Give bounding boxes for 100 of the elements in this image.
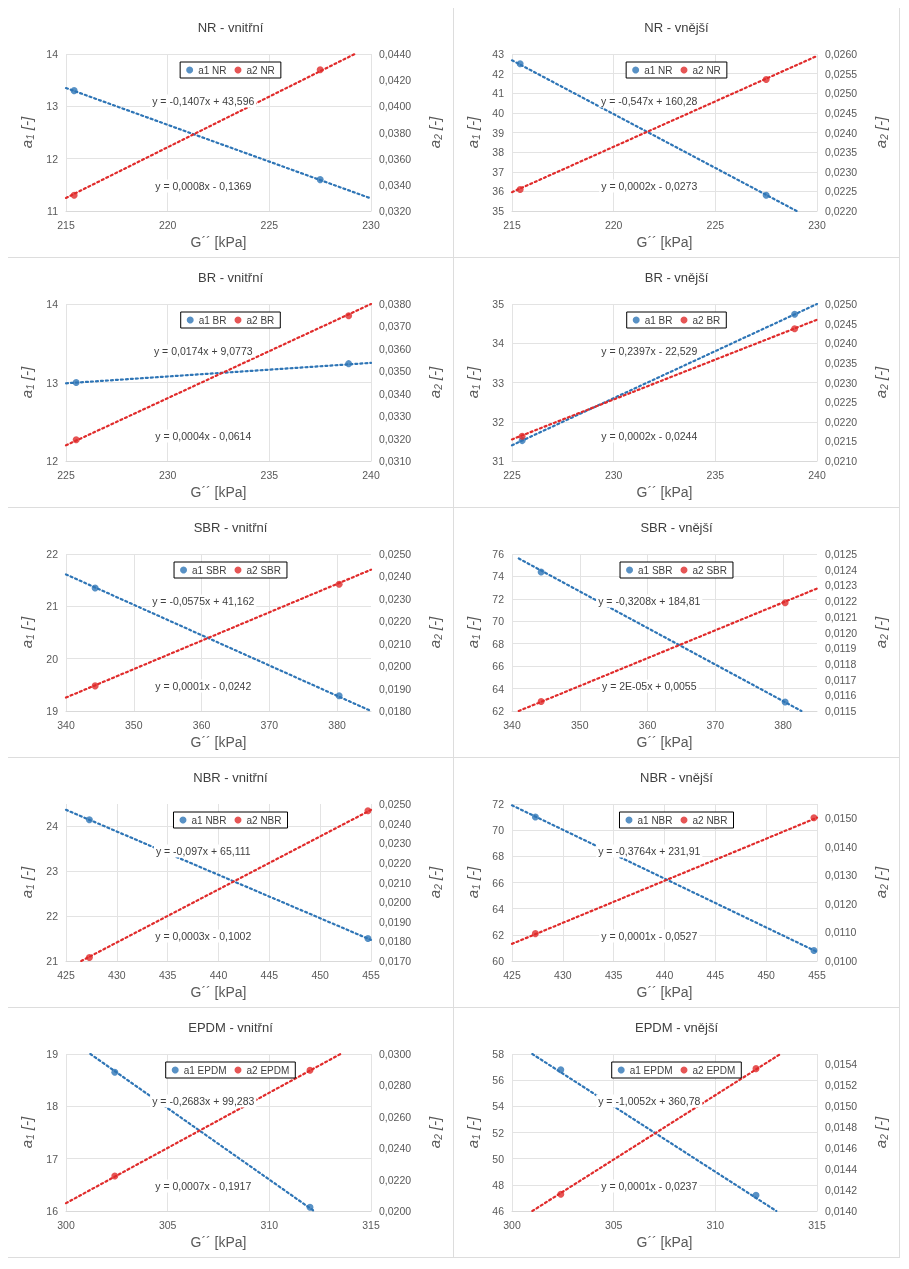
y-tick-label: 43 [492, 48, 505, 60]
y-axis-title: a1 [-] [463, 1115, 482, 1149]
y2-tick-label: 0,0144 [825, 1163, 858, 1176]
chart-title: EPDM - vnější [634, 1020, 719, 1035]
y-tick-label: 72 [492, 798, 505, 810]
legend-label: a2 NR [246, 64, 275, 76]
y2-tick-label: 0,0280 [379, 1079, 412, 1092]
annotation: y = -0,3208x + 184,81 [598, 595, 701, 608]
y2-tick-label: 0,0240 [379, 570, 412, 583]
y2-tick-label: 0,0210 [825, 455, 858, 467]
chart-title: EPDM - vnitřní [188, 1020, 274, 1035]
x-axis-title: G´´ [kPa] [190, 234, 247, 250]
y-tick-label: 11 [47, 205, 59, 217]
x-axis-title: G´´ [kPa] [190, 1234, 247, 1250]
y2-tick-label: 0,0235 [825, 146, 858, 159]
x-tick-label: 450 [311, 968, 330, 981]
y2-tick-label: 0,0380 [379, 126, 412, 139]
y2-tick-label: 0,0220 [379, 856, 412, 869]
x-axis-title: G´´ [kPa] [636, 734, 693, 750]
x-tick-label: 350 [125, 718, 143, 731]
y-tick-label: 19 [46, 1048, 59, 1060]
y-tick-label: 46 [492, 1205, 505, 1217]
y2-tick-label: 0,0150 [825, 812, 858, 825]
y2-tick-label: 0,0330 [379, 410, 412, 423]
y-tick-label: 62 [492, 705, 505, 717]
y2-tick-label: 0,0210 [379, 876, 412, 889]
x-tick-label: 235 [706, 468, 725, 481]
y-tick-label: 34 [492, 337, 505, 350]
y-tick-label: 16 [46, 1205, 59, 1217]
y-tick-label: 39 [492, 126, 505, 139]
y2-tick-label: 0,0120 [825, 626, 858, 639]
x-tick-label: 310 [260, 1218, 279, 1231]
y2-axis-title: a2 [-] [871, 365, 890, 399]
y-tick-label: 21 [46, 955, 59, 967]
annotation: y = 0,0001x - 0,0527 [601, 929, 698, 942]
y2-tick-label: 0,0120 [825, 897, 858, 910]
y2-tick-label: 0,0225 [825, 185, 858, 198]
y2-tick-label: 0,0190 [379, 915, 412, 928]
x-axis-title: G´´ [kPa] [190, 734, 247, 750]
y-tick-label: 19 [46, 705, 59, 717]
y2-tick-label: 0,0124 [825, 563, 858, 576]
y-tick-label: 23 [46, 865, 59, 878]
y-tick-label: 68 [492, 850, 505, 863]
y-tick-label: 31 [492, 455, 505, 467]
y-axis-title: a1 [-] [463, 615, 482, 649]
y-tick-label: 38 [492, 146, 505, 159]
x-tick-label: 240 [362, 468, 380, 481]
x-tick-label: 360 [192, 718, 211, 731]
x-tick-label: 235 [260, 468, 279, 481]
y2-tick-label: 0,0190 [379, 682, 412, 695]
chart-title: SBR - vnější [640, 520, 714, 535]
x-tick-label: 230 [604, 468, 623, 481]
x-tick-label: 300 [57, 1218, 75, 1231]
legend-label: a2 BR [246, 314, 275, 326]
x-tick-label: 370 [260, 718, 279, 731]
annotation: y = 0,2397x - 22,529 [601, 345, 698, 358]
annotation: y = -0,1407x + 43,596 [152, 95, 255, 108]
x-tick-label: 350 [571, 718, 589, 731]
x-tick-label: 230 [362, 218, 380, 231]
x-tick-label: 455 [808, 968, 826, 981]
y2-tick-label: 0,0245 [825, 317, 858, 330]
x-tick-label: 230 [808, 218, 826, 231]
y2-axis-title: a2 [-] [425, 115, 444, 149]
y2-tick-label: 0,0220 [379, 1173, 412, 1186]
x-tick-label: 340 [503, 718, 521, 731]
y2-tick-label: 0,0121 [825, 610, 858, 623]
y-tick-label: 68 [492, 637, 505, 650]
legend-label: a2 BR [692, 314, 721, 326]
x-axis-title: G´´ [kPa] [190, 484, 247, 500]
x-tick-label: 455 [362, 968, 380, 981]
y2-tick-label: 0,0200 [379, 1205, 412, 1217]
x-axis-title: G´´ [kPa] [190, 984, 247, 1000]
x-tick-label: 230 [158, 468, 177, 481]
y2-tick-label: 0,0220 [825, 205, 858, 217]
legend-label: a1 SBR [638, 564, 673, 576]
y2-axis-title: a2 [-] [425, 1115, 444, 1149]
y-tick-label: 12 [46, 152, 59, 165]
y2-tick-label: 0,0230 [825, 376, 858, 389]
y2-axis-title: a2 [-] [425, 865, 444, 899]
legend-label: a1 NBR [637, 814, 673, 826]
y-tick-label: 41 [492, 87, 505, 100]
y2-tick-label: 0,0140 [825, 1205, 858, 1217]
y-tick-label: 66 [492, 876, 505, 889]
y-tick-label: 12 [46, 455, 59, 467]
y-tick-label: 40 [492, 106, 505, 119]
y-tick-label: 42 [492, 67, 505, 80]
x-tick-label: 340 [57, 718, 75, 731]
x-tick-label: 225 [57, 468, 75, 481]
x-tick-label: 225 [503, 468, 521, 481]
x-tick-label: 315 [808, 1218, 826, 1231]
annotation: y = -0,0575x + 41,162 [152, 595, 255, 608]
y-tick-label: 58 [492, 1048, 505, 1060]
x-tick-label: 240 [808, 468, 826, 481]
y2-tick-label: 0,0240 [825, 126, 858, 139]
y-tick-label: 64 [492, 902, 505, 915]
x-tick-label: 425 [57, 968, 75, 981]
y2-tick-label: 0,0115 [825, 705, 857, 717]
y2-tick-label: 0,0225 [825, 396, 858, 409]
legend-label: a1 BR [644, 314, 673, 326]
x-tick-label: 310 [706, 1218, 725, 1231]
